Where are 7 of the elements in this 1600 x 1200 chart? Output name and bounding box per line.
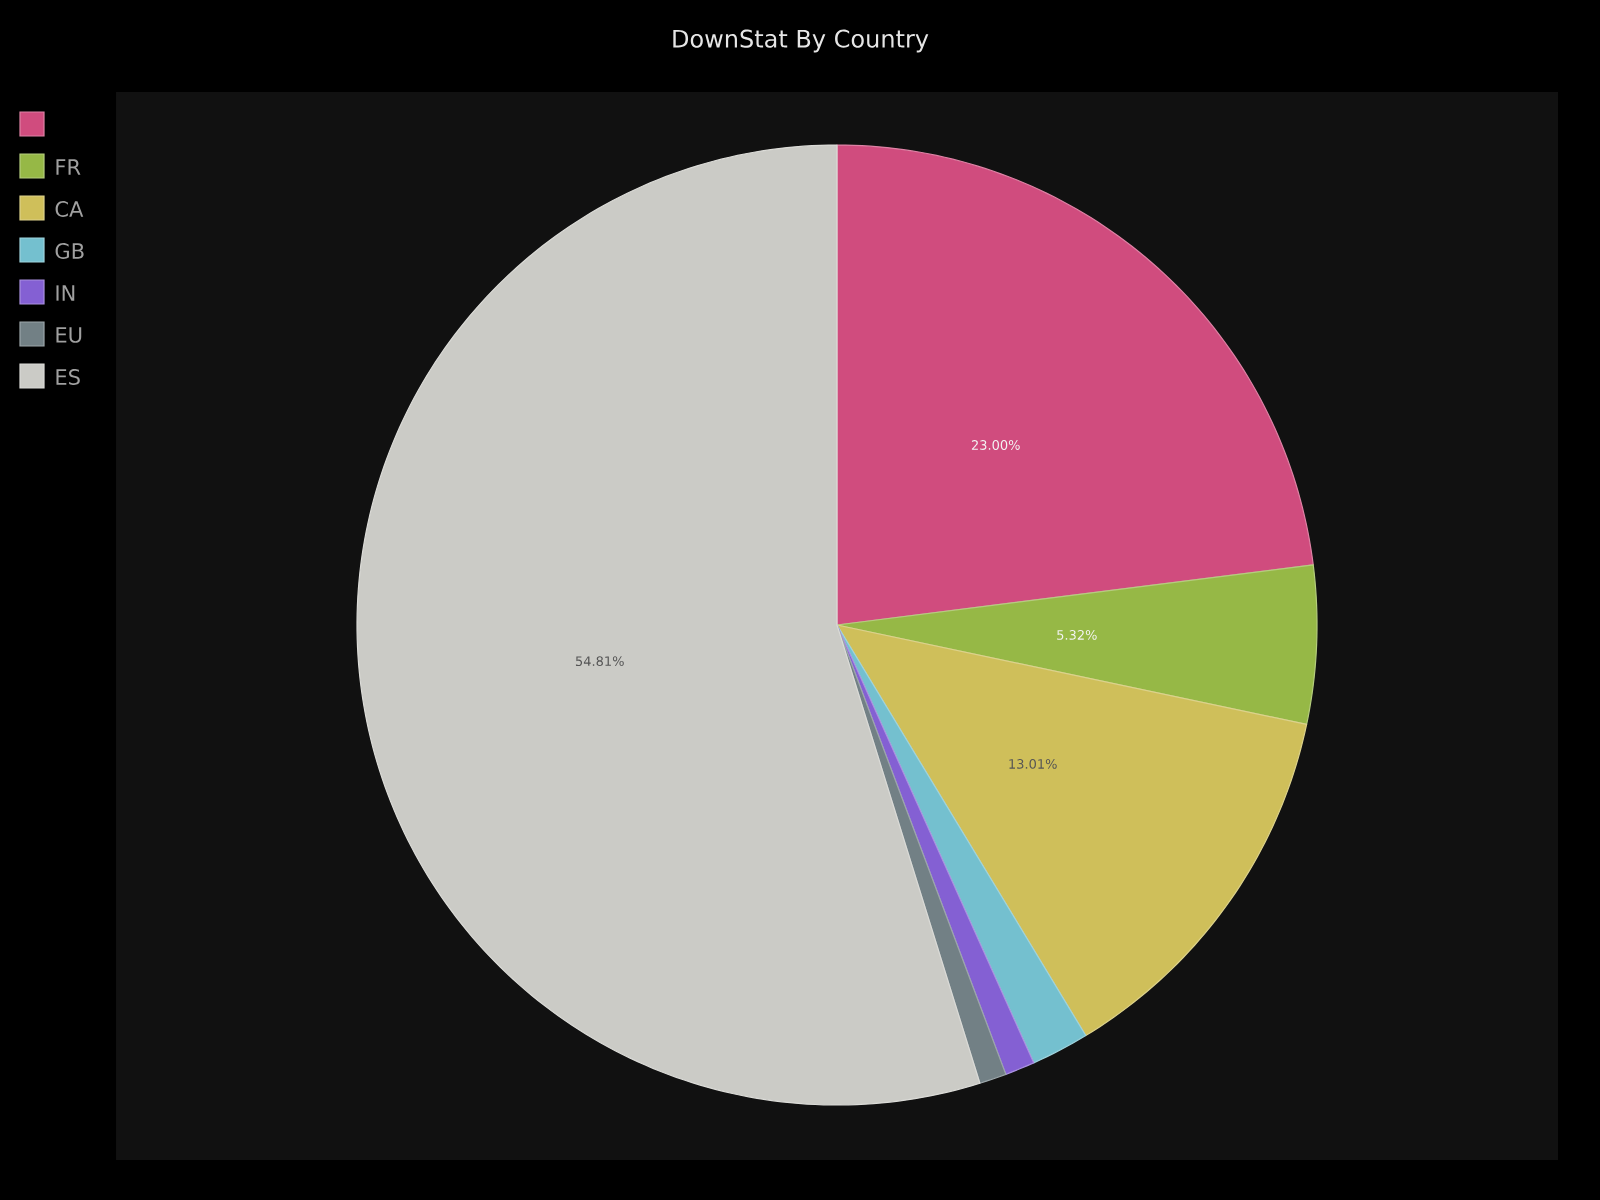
legend-label: EU bbox=[56, 327, 82, 343]
legend-label: IN bbox=[56, 285, 75, 301]
legend-label: ES bbox=[56, 369, 80, 385]
chart-title: DownStat By Country bbox=[673, 29, 929, 53]
legend-label: GB bbox=[55, 243, 84, 259]
legend-label: CA bbox=[55, 201, 84, 217]
legend-label: FR bbox=[56, 159, 81, 175]
